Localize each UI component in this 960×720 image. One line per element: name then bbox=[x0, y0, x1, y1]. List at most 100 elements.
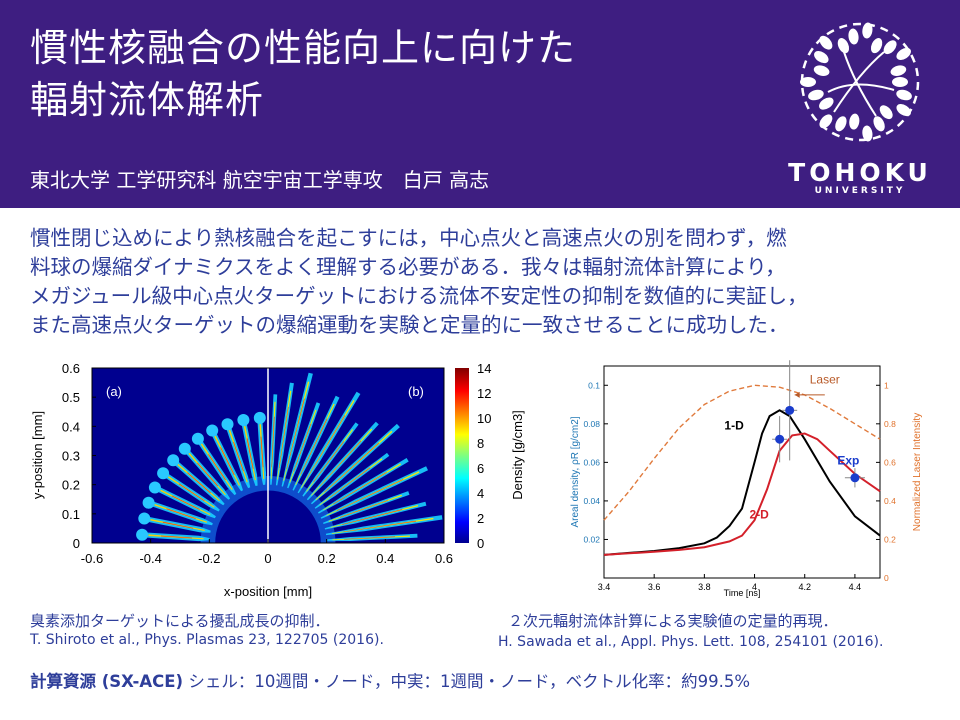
x-tick-label: 0.6 bbox=[435, 551, 453, 566]
leaf-icon bbox=[873, 116, 885, 132]
time-axis-label: Time [ns] bbox=[724, 588, 761, 598]
x-tick-label: 0 bbox=[264, 551, 271, 566]
spike-tip bbox=[178, 442, 191, 455]
laser-arrow-head bbox=[794, 391, 800, 398]
laser-tick-label: 0.6 bbox=[884, 457, 896, 467]
density-spike-peak bbox=[300, 418, 328, 475]
density-spike-peak bbox=[233, 442, 244, 472]
density-spike-peak bbox=[339, 500, 388, 518]
areal-density-tick-label: 0.08 bbox=[583, 419, 600, 429]
series-label-2d: 2-D bbox=[750, 507, 770, 521]
areal-density-axis-label: Areal density, ρR [g/cm2] bbox=[570, 416, 581, 527]
density-spike-peak bbox=[260, 436, 264, 468]
leaf-icon bbox=[819, 97, 834, 110]
y-tick-label: 0.6 bbox=[62, 361, 80, 376]
series-label-laser: Laser bbox=[810, 372, 840, 386]
density-spike-peak bbox=[279, 406, 289, 468]
density-spike-peak bbox=[171, 495, 200, 510]
colorbar-tick-label: 10 bbox=[477, 411, 491, 426]
x-tick-label: 0.2 bbox=[318, 551, 336, 566]
series-line-1-d bbox=[603, 409, 881, 556]
laser-intensity-axis-label: Normalized Laser Intensity bbox=[912, 413, 923, 531]
right-figure-caption: ２次元輻射流体計算による実験値の定量的再現． bbox=[508, 612, 838, 630]
density-spike-peak bbox=[162, 521, 194, 529]
y-axis-label: y-position [mm] bbox=[30, 411, 45, 499]
logo-subtitle: UNIVERSITY bbox=[814, 186, 906, 196]
leaf-icon bbox=[870, 38, 883, 54]
density-spike-peak bbox=[336, 479, 404, 511]
density-spike-peak bbox=[220, 447, 235, 476]
colorbar-tick-label: 6 bbox=[477, 461, 484, 476]
leaf-icon bbox=[835, 116, 847, 132]
x-axis-label: x-position [mm] bbox=[224, 584, 312, 599]
title-line-1: 慣性核融合の性能向上に向けた bbox=[30, 26, 577, 70]
leaf-icon bbox=[892, 77, 908, 87]
areal-density-tick-label: 0.04 bbox=[583, 496, 600, 506]
resources-text: シェル：10週間・ノード，中実：1週間・ノード，ベクトル化率：約99.5% bbox=[183, 672, 751, 691]
university-logo: TOHOKU UNIVERSITY bbox=[784, 12, 936, 202]
y-tick-label: 0.5 bbox=[62, 390, 80, 405]
colorbar-tick-label: 12 bbox=[477, 386, 491, 401]
x-tick-label: -0.6 bbox=[81, 551, 103, 566]
colorbar-label: Density [g/cm3] bbox=[510, 410, 525, 500]
density-heatmap-chart: (a) (b) -0.6 -0.4 -0.2 0 0.2 0.4 0.6 0 0.1 0.2 0.… bbox=[30, 361, 525, 599]
panel-b-label: (b) bbox=[408, 384, 424, 399]
series-label-exp: Exp bbox=[837, 453, 859, 467]
density-spike-peak bbox=[324, 442, 379, 493]
summary-line: また高速点火ターゲットの爆縮運動を実験と定量的に一致させることに成功した． bbox=[30, 313, 789, 337]
laser-tick-label: 0.2 bbox=[884, 534, 896, 544]
leaf-icon bbox=[849, 113, 860, 130]
density-figure: (a) (b) -0.6 -0.4 -0.2 0 0.2 0.4 0.6 0 0.1 0.2 0.… bbox=[30, 356, 530, 600]
spike-tip bbox=[138, 512, 151, 525]
leaf-icon bbox=[800, 77, 816, 87]
density-spike-peak bbox=[341, 509, 403, 525]
leaf-icon bbox=[896, 104, 911, 117]
resources-label: 計算資源 (SX-ACE) bbox=[30, 672, 184, 691]
density-spike-peak bbox=[344, 536, 395, 540]
areal-density-tick-label: 0.1 bbox=[588, 380, 600, 390]
x-tick-label: -0.2 bbox=[198, 551, 220, 566]
page-title: 慣性核融合の性能向上に向けた 輻射流体解析 bbox=[30, 22, 576, 126]
time-tick-label: 3.8 bbox=[698, 582, 711, 592]
logo-wordmark: TOHOKU bbox=[788, 158, 932, 187]
leaf-icon bbox=[808, 89, 824, 101]
areal-density-figure: 1-D 2-D Laser Exp 3.4 3.6 3.8 4 4.2 4.4 0.02 0.04… bbox=[560, 358, 940, 600]
density-spike-peak bbox=[329, 467, 371, 498]
laser-tick-label: 0 bbox=[884, 573, 889, 583]
summary-line: メガジュール級中心点火ターゲットにおける流体不安定性の抑制を数値的に実証し， bbox=[30, 284, 808, 308]
colorbar bbox=[455, 368, 469, 543]
leaf-icon bbox=[862, 22, 873, 39]
density-spike-peak bbox=[343, 520, 416, 532]
spike-tip bbox=[191, 432, 204, 445]
y-tick-label: 0.3 bbox=[62, 449, 80, 464]
series-line-2-d bbox=[603, 432, 881, 556]
spike-tip bbox=[157, 467, 170, 480]
density-spike-peak bbox=[293, 423, 311, 472]
title-line-2: 輻射流体解析 bbox=[30, 78, 265, 122]
computing-resources: 計算資源 (SX-ACE) シェル：10週間・ノード，中実：1週間・ノード，ベク… bbox=[30, 668, 750, 692]
density-spike-peak bbox=[313, 441, 344, 483]
time-tick-label: 3.4 bbox=[598, 582, 611, 592]
colorbar-tick-label: 14 bbox=[477, 361, 491, 376]
spike-tip bbox=[237, 414, 250, 426]
leaf-icon bbox=[837, 38, 850, 54]
spike-tip bbox=[221, 418, 234, 431]
density-spike-peak bbox=[307, 415, 346, 478]
time-tick-label: 4.4 bbox=[849, 582, 862, 592]
density-spike-peak bbox=[246, 438, 254, 469]
y-tick-label: 0 bbox=[73, 536, 80, 551]
panel-a-label: (a) bbox=[106, 384, 122, 399]
density-spike-peak bbox=[187, 472, 211, 494]
exp-data-point bbox=[775, 434, 785, 444]
time-tick-label: 3.6 bbox=[648, 582, 661, 592]
leaf-icon bbox=[813, 65, 830, 76]
density-spike-peak bbox=[333, 472, 387, 505]
colorbar-tick-label: 4 bbox=[477, 486, 484, 501]
density-spike-peak bbox=[319, 440, 362, 487]
exp-data-point bbox=[850, 473, 860, 483]
density-spike-peak bbox=[286, 398, 305, 470]
series-line-laser bbox=[603, 384, 881, 521]
header-banner: 慣性核融合の性能向上に向けた 輻射流体解析 東北大学 工学研究科 航空宇宙工学専… bbox=[0, 0, 960, 208]
y-tick-label: 0.4 bbox=[62, 419, 80, 434]
spike-tip bbox=[136, 528, 149, 541]
